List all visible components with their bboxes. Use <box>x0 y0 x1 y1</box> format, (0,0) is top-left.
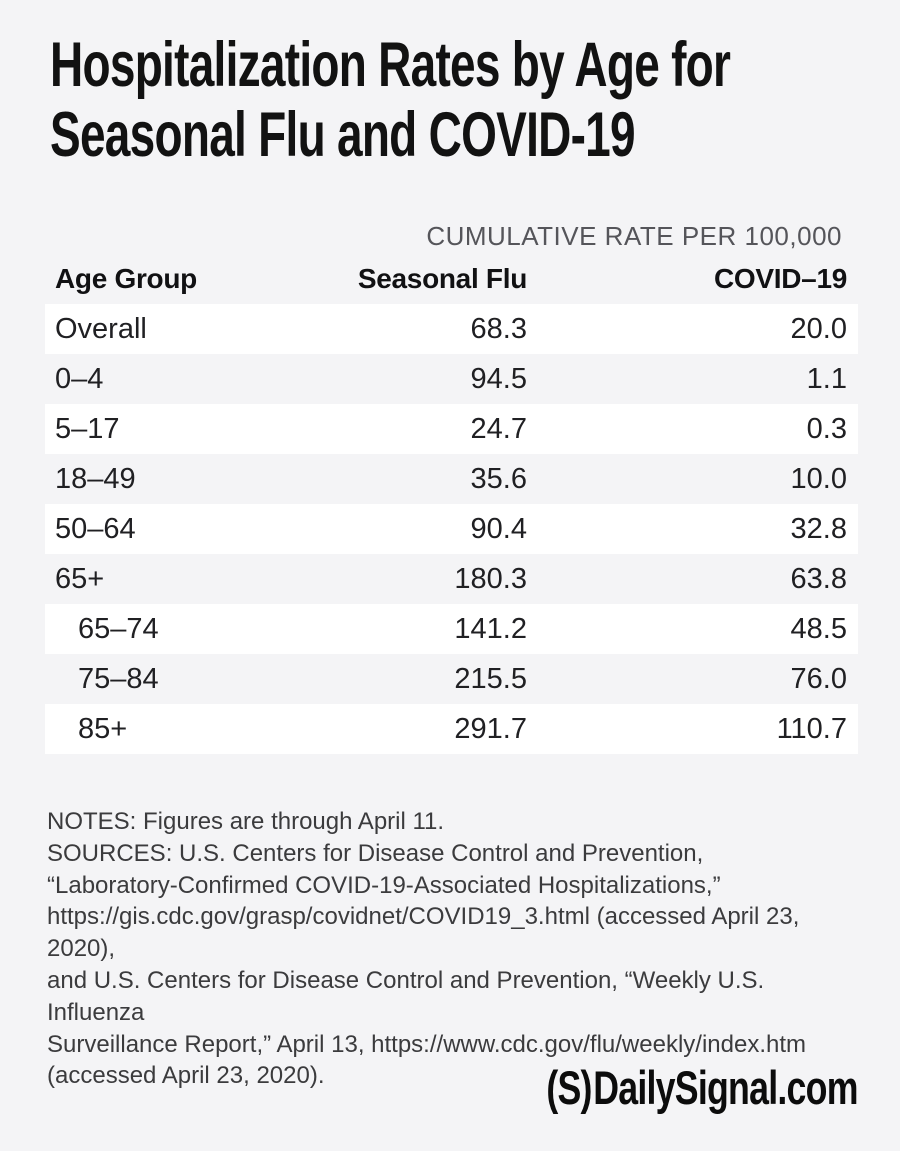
covid-rate-cell: 0.3 <box>806 412 847 445</box>
note-line: https://gis.cdc.gov/grasp/covidnet/COVID… <box>47 903 800 963</box>
age-cell: 85+ <box>78 712 128 745</box>
daily-signal-s-icon: (S) <box>546 1061 593 1114</box>
age-cell: 65+ <box>55 562 105 595</box>
note-line: Surveillance Report,” April 13, https://… <box>47 1030 806 1058</box>
covid-rate-cell: 32.8 <box>790 512 847 545</box>
note-line: (accessed April 23, 2020). <box>47 1062 325 1090</box>
note-line: SOURCES: U.S. Centers for Disease Contro… <box>47 839 704 867</box>
notes-text: NOTES: Figures are through April 11. SOU… <box>47 806 847 1092</box>
covid-rate-cell: 1.1 <box>806 362 847 395</box>
note-line: “Laboratory-Confirmed COVID-19-Associate… <box>47 871 721 899</box>
age-cell: 18–49 <box>55 462 136 495</box>
flu-rate-cell: 291.7 <box>454 712 527 745</box>
covid-rate-cell: 63.8 <box>790 562 847 595</box>
flu-rate-cell: 90.4 <box>470 512 527 545</box>
page-title: Hospitalization Rates by Age for Seasona… <box>50 30 731 170</box>
title-line-2: Seasonal Flu and COVID-19 <box>50 100 636 170</box>
flu-rate-cell: 68.3 <box>470 312 527 345</box>
table-header-row: Age Group Seasonal Flu COVID–19 <box>45 254 858 304</box>
flu-rate-cell: 35.6 <box>470 462 527 495</box>
logo-text: DailySignal.com <box>593 1061 858 1114</box>
age-cell: 5–17 <box>55 412 120 445</box>
age-cell: 75–84 <box>78 662 159 695</box>
table-row-75-84: 75–84 215.5 76.0 <box>45 654 858 704</box>
covid-rate-cell: 20.0 <box>790 312 847 345</box>
covid-rate-cell: 76.0 <box>790 662 847 695</box>
table-row-overall: Overall 68.3 20.0 <box>45 304 858 354</box>
table-row-85plus: 85+ 291.7 110.7 <box>45 704 858 754</box>
title-line-1: Hospitalization Rates by Age for <box>50 30 731 100</box>
covid-rate-cell: 10.0 <box>790 462 847 495</box>
age-cell: 0–4 <box>55 362 104 395</box>
age-cell: 50–64 <box>55 512 136 545</box>
table-row-65-74: 65–74 141.2 48.5 <box>45 604 858 654</box>
flu-rate-cell: 180.3 <box>454 562 527 595</box>
footer-logo: (S)DailySignal.com <box>546 1060 859 1115</box>
column-header-covid19: COVID–19 <box>714 263 847 294</box>
table-row-5-17: 5–17 24.7 0.3 <box>45 404 858 454</box>
column-header-seasonal-flu: Seasonal Flu <box>357 263 527 294</box>
covid-rate-cell: 110.7 <box>776 712 847 745</box>
flu-rate-cell: 141.2 <box>454 612 527 645</box>
note-line: NOTES: Figures are through April 11. <box>47 808 445 835</box>
flu-rate-cell: 94.5 <box>470 362 527 395</box>
table-kicker: CUMULATIVE RATE PER 100,000 <box>426 221 842 251</box>
note-line: and U.S. Centers for Disease Control and… <box>47 966 765 1026</box>
age-cell: Overall <box>55 312 147 345</box>
column-header-age-group: Age Group <box>55 263 197 294</box>
covid-rate-cell: 48.5 <box>790 612 847 645</box>
table-row-0-4: 0–4 94.5 1.1 <box>45 354 858 404</box>
flu-rate-cell: 215.5 <box>454 662 527 695</box>
age-cell: 65–74 <box>78 612 159 645</box>
flu-rate-cell: 24.7 <box>470 412 527 445</box>
table-row-18-49: 18–49 35.6 10.0 <box>45 454 858 504</box>
table-row-50-64: 50–64 90.4 32.8 <box>45 504 858 554</box>
table-row-65plus: 65+ 180.3 63.8 <box>45 554 858 604</box>
rates-table: Age Group Seasonal Flu COVID–19 Overall … <box>45 254 858 754</box>
